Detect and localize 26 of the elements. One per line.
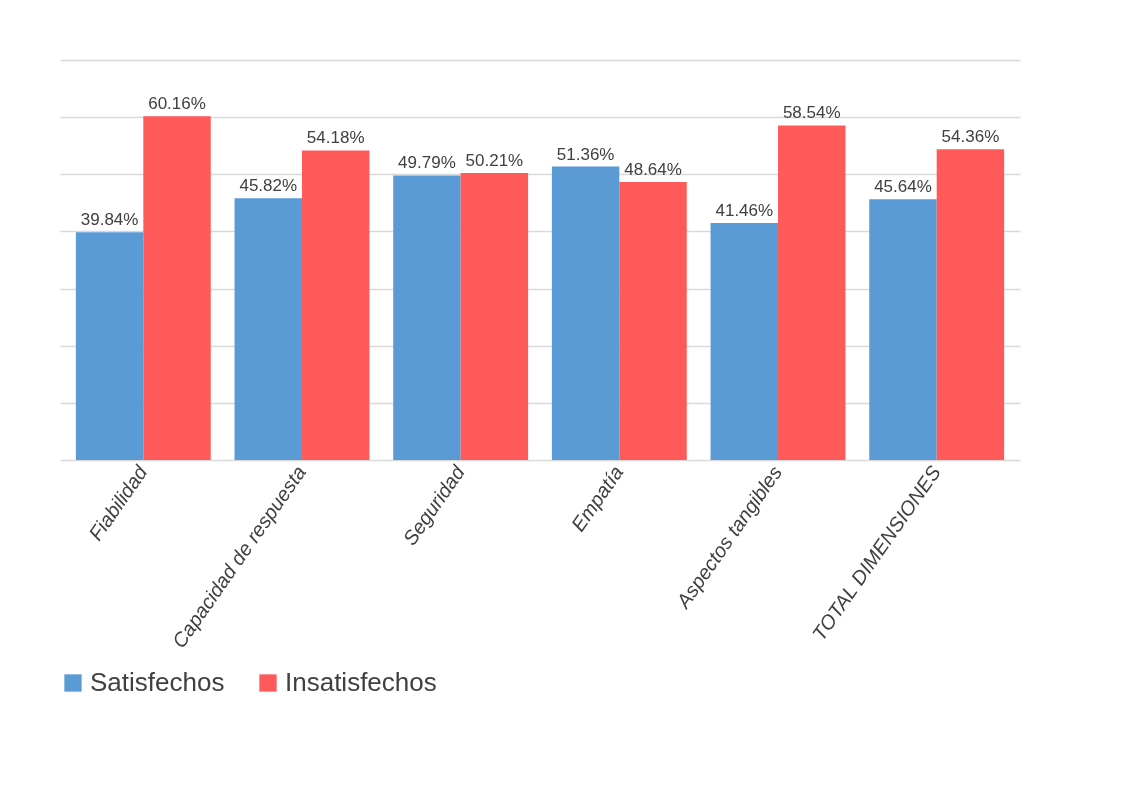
bar [778, 125, 846, 460]
bar [143, 116, 211, 460]
bar [619, 182, 687, 460]
bar [869, 199, 937, 460]
data-label: 58.54% [782, 103, 841, 123]
data-label: 54.36% [941, 127, 1000, 147]
data-label: 60.16% [148, 94, 206, 114]
data-label: 45.64% [874, 177, 932, 197]
data-label: 48.64% [624, 160, 682, 180]
data-label: 54.18% [306, 128, 365, 148]
bar [75, 232, 144, 460]
data-label: 41.46% [715, 201, 774, 221]
bar [936, 149, 1005, 460]
bar [551, 166, 620, 460]
bar [710, 223, 779, 460]
legend-label: Satisfechos [90, 667, 225, 697]
bar [393, 175, 461, 460]
bar [301, 150, 370, 460]
data-label: 51.36% [556, 144, 615, 164]
data-label: 45.82% [239, 176, 298, 196]
bar [234, 198, 302, 460]
data-label: 39.84% [80, 210, 139, 230]
legend-label: Insatisfechos [285, 667, 437, 697]
bar [460, 173, 529, 460]
data-label: 49.79% [398, 153, 456, 173]
data-label: 50.21% [465, 151, 524, 171]
